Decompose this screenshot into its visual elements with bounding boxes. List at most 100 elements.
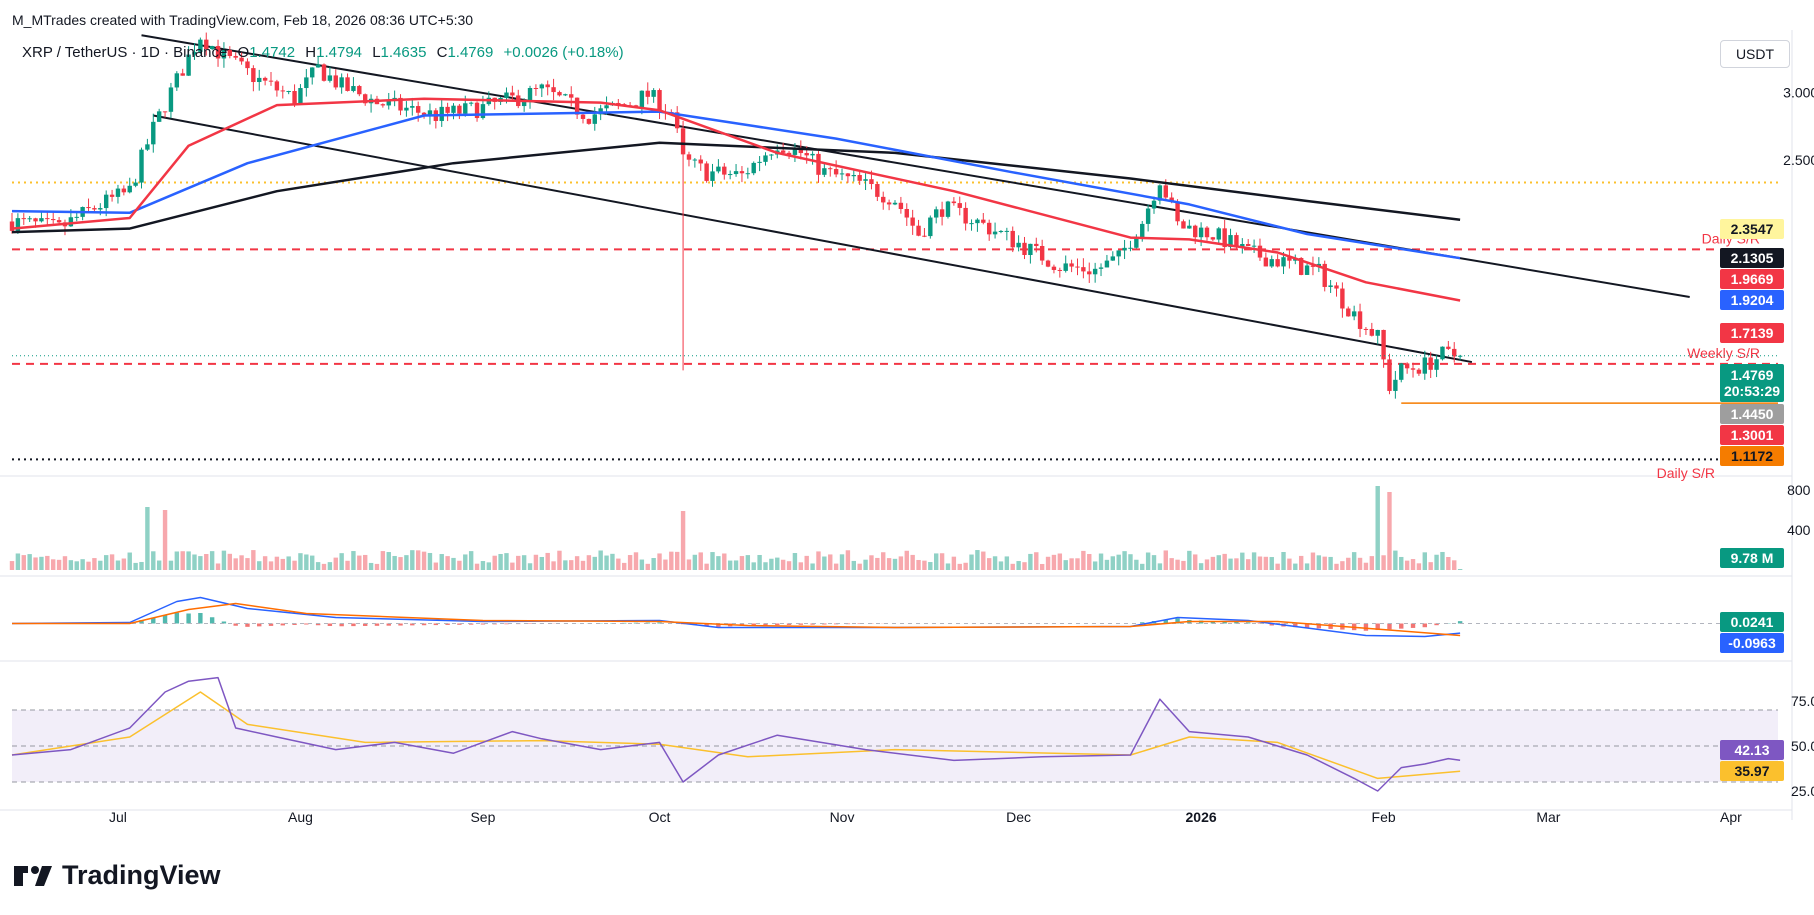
macd-histogram-bar: [1316, 623, 1322, 629]
candle-body: [474, 102, 480, 119]
volume-bar: [180, 551, 185, 570]
volume-bar: [716, 556, 721, 570]
x-tick-label: 2026: [1186, 809, 1217, 825]
volume-bar: [139, 561, 144, 570]
candle-body: [928, 217, 933, 237]
candle-body: [1028, 243, 1033, 255]
volume-bar: [833, 563, 839, 570]
volume-bar: [1263, 556, 1269, 570]
change-value: +0.0026 (+0.18%): [503, 44, 624, 61]
candle-body: [1034, 243, 1039, 246]
macd-histogram-bar: [421, 623, 427, 626]
volume-bar: [516, 555, 521, 570]
macd-histogram-bar: [174, 612, 180, 624]
volume-bar: [156, 560, 162, 570]
volume-bar: [975, 550, 980, 570]
candle-body: [351, 86, 356, 91]
candle-body: [557, 92, 562, 96]
last-price-tag: 1.4769: [1731, 367, 1774, 383]
candle-body: [969, 223, 974, 225]
candle-body: [209, 46, 215, 50]
volume-bar: [1157, 563, 1163, 570]
volume-bar: [109, 554, 115, 570]
candle-body: [268, 80, 274, 82]
candle-body: [510, 92, 515, 96]
candle-body: [227, 50, 233, 57]
price-tag-bg: [1720, 290, 1784, 310]
volume-bar: [828, 554, 833, 570]
candle-body: [109, 194, 115, 197]
x-tick-label: Dec: [1006, 809, 1031, 825]
macd-histogram-bar: [1387, 623, 1392, 630]
volume-bar: [992, 556, 998, 570]
volume-bar: [1222, 553, 1227, 570]
rsi-tick-label: 75.00: [1791, 693, 1814, 709]
volume-bar: [851, 560, 856, 570]
ema-short-line: [11, 97, 1461, 302]
macd-histogram-bar: [1163, 619, 1168, 624]
candle-body: [1051, 266, 1057, 270]
volume-bar: [333, 557, 338, 570]
candle-body: [1057, 269, 1063, 271]
volume-bar: [227, 553, 233, 570]
volume-bar: [39, 556, 44, 570]
candle-body: [386, 99, 391, 106]
macd-histogram-bar: [810, 623, 815, 625]
candle-body: [1210, 237, 1216, 240]
candle-body: [257, 77, 262, 83]
volume-bar: [680, 511, 686, 570]
volume-bar: [103, 555, 109, 570]
volume-bar: [1187, 550, 1192, 570]
volume-bar: [1122, 551, 1127, 570]
open-label: O: [237, 44, 250, 61]
volume-bar: [392, 555, 397, 570]
volume-bar: [15, 553, 21, 570]
volume-bar: [186, 551, 191, 570]
candle-body: [415, 106, 421, 113]
macd-histogram-bar: [1222, 621, 1227, 624]
candle-body: [451, 105, 456, 113]
candle-body: [463, 103, 468, 114]
tradingview-wordmark: TradingView: [62, 860, 221, 890]
candle-body: [198, 39, 203, 52]
volume-bar: [1034, 552, 1039, 570]
candle-body: [51, 219, 56, 221]
volume-bar: [857, 563, 862, 570]
volume-bar: [1287, 558, 1292, 570]
candle-body: [321, 64, 327, 81]
candle-body: [480, 104, 486, 119]
candle-body: [722, 166, 727, 175]
candle-body: [939, 209, 945, 217]
price-tag-bg: [1720, 248, 1784, 268]
candle-body: [121, 188, 127, 193]
macd-histogram-bar: [151, 617, 156, 624]
volume-bar: [315, 562, 321, 570]
candle-body: [363, 94, 368, 104]
volume-bar: [875, 557, 880, 570]
volume-bar: [1304, 563, 1310, 570]
volume-bar: [351, 551, 356, 570]
volume-bar: [1363, 562, 1369, 570]
macd-histogram-bar: [1457, 621, 1463, 624]
candle-body: [445, 106, 450, 113]
candle-body: [1069, 263, 1074, 267]
volume-bar: [204, 554, 209, 570]
volume-bar: [327, 562, 333, 570]
candle-body: [863, 179, 868, 181]
volume-bar: [798, 562, 804, 570]
volume-bar: [1275, 563, 1280, 570]
y-tick-label: 3.0000: [1783, 85, 1814, 101]
volume-bar: [480, 561, 486, 570]
currency-button[interactable]: USDT: [1720, 40, 1790, 68]
volume-bar: [339, 553, 344, 570]
volume-bar: [1057, 553, 1063, 570]
candle-body: [545, 84, 550, 88]
candle-body: [115, 188, 121, 197]
volume-bar: [1210, 556, 1216, 570]
volume-bar: [1446, 556, 1451, 570]
candle-body: [839, 173, 845, 175]
candle-body: [1198, 227, 1204, 238]
volume-bar: [1039, 563, 1045, 570]
volume-bar: [698, 552, 703, 570]
